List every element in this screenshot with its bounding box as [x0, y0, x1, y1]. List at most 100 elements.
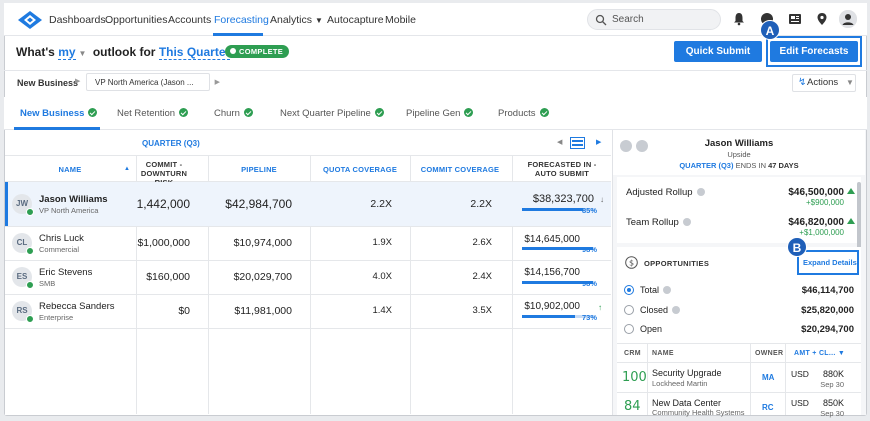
close-icon[interactable]	[620, 140, 632, 152]
arrow-up-icon	[847, 188, 855, 194]
chevron-down-icon[interactable]: ▼	[846, 78, 854, 87]
rep-name[interactable]: Rebecca Sanders	[39, 301, 115, 312]
deals-header-crm[interactable]: CRM	[624, 350, 641, 357]
open-radio[interactable]	[624, 324, 634, 334]
nav-active-indicator	[213, 33, 263, 36]
deal-name[interactable]: Security Upgrade	[652, 368, 722, 378]
team-rollup-value[interactable]: $46,820,000	[788, 217, 844, 228]
commit-value[interactable]: $0	[178, 305, 190, 317]
forecast-progress-fill	[522, 247, 593, 250]
edit-forecasts-button[interactable]: Edit Forecasts	[770, 41, 858, 62]
column-header-name[interactable]: NAME	[58, 165, 82, 174]
chevron-left-icon[interactable]: ◀	[557, 139, 563, 146]
deal-name[interactable]: New Data Center	[652, 398, 722, 408]
news-icon[interactable]	[788, 12, 802, 26]
crm-score: 100	[622, 370, 647, 385]
deal-owner[interactable]: RC	[762, 403, 774, 412]
chevron-right-icon[interactable]: ▶	[596, 139, 602, 146]
deal-owner[interactable]: MA	[762, 373, 775, 382]
forecast-progress-bar	[522, 315, 594, 318]
panel-scrollbar[interactable]	[857, 182, 861, 252]
nav-opportunities[interactable]: Opportunities	[105, 14, 168, 26]
arrow-up-icon: ↑	[598, 303, 602, 312]
column-layout-icon[interactable]	[570, 137, 585, 149]
tab-churn[interactable]: Churn	[214, 108, 253, 119]
column-header-quota-coverage[interactable]: QUOTA COVERAGE	[322, 165, 398, 174]
tab-new-business[interactable]: New Business	[20, 108, 98, 119]
tab-pipeline-gen[interactable]: Pipeline Gen	[406, 108, 474, 119]
dollar-icon: $	[625, 256, 638, 269]
actions-menu[interactable]: ↯ Actions	[792, 74, 856, 92]
adjusted-rollup-label: Adjusted Rollup	[626, 187, 705, 198]
nav-mobile[interactable]: Mobile	[385, 14, 416, 26]
expand-details-link[interactable]: Expand Details	[803, 258, 857, 267]
commit-value[interactable]: $160,000	[146, 271, 190, 283]
deals-header-owner[interactable]: OWNER	[755, 350, 784, 357]
divider	[785, 343, 786, 415]
forecast-progress-bar	[522, 247, 594, 250]
avatar-initials: ES	[16, 272, 28, 281]
nav-accounts[interactable]: Accounts	[168, 14, 212, 26]
panel-rep-category: Upside	[727, 150, 751, 159]
table-row-selected[interactable]	[5, 182, 611, 226]
expand-icon[interactable]	[636, 140, 648, 152]
forecast-progress-fill	[522, 315, 575, 318]
closed-radio[interactable]	[624, 305, 634, 315]
divider	[617, 392, 861, 393]
nav-dashboards[interactable]: Dashboards	[49, 14, 106, 26]
pipeline-value[interactable]: $20,029,700	[233, 271, 292, 283]
team-filter-dropdown[interactable]: VP North America (Jason ... ▶	[86, 73, 220, 91]
tab-products[interactable]: Products	[498, 108, 549, 119]
total-radio[interactable]	[624, 285, 634, 295]
avatar: CL	[12, 233, 34, 255]
avatar-initials: JW	[16, 199, 28, 208]
pipeline-value[interactable]: $10,974,000	[233, 237, 292, 249]
panel-ends-in: ENDS IN	[735, 161, 766, 170]
deals-header-name[interactable]: NAME	[652, 350, 674, 357]
forecast-value[interactable]: $38,323,700	[532, 193, 594, 205]
sort-ascending-icon[interactable]: ▲	[124, 166, 130, 172]
column-header-commit-coverage[interactable]: COMMIT COVERAGE	[420, 165, 500, 174]
filter-bar	[4, 70, 867, 96]
title-prefix: What's	[16, 45, 55, 59]
bell-icon[interactable]	[732, 12, 746, 26]
user-avatar-icon[interactable]	[839, 10, 857, 28]
closed-value: $25,820,000	[801, 305, 854, 316]
rep-name[interactable]: Eric Stevens	[39, 267, 93, 278]
callout-highlight-a	[766, 36, 862, 67]
check-circle-icon	[88, 108, 98, 117]
check-circle-icon	[26, 247, 34, 255]
pipeline-value[interactable]: $11,981,000	[234, 305, 292, 317]
column-header-pipeline[interactable]: PIPELINE	[241, 165, 277, 174]
avatar-initials: CL	[16, 238, 28, 247]
commit-value[interactable]: $1,000,000	[137, 237, 190, 249]
forecast-percent: 73%	[582, 313, 598, 322]
deals-header-amount[interactable]: AMT + CL... ▼	[794, 350, 845, 357]
team-rollup-delta: +$1,000,000	[799, 228, 844, 237]
rep-name[interactable]: Chris Luck	[39, 233, 84, 244]
rep-name[interactable]: Jason Williams	[39, 194, 108, 205]
forecast-value[interactable]: $10,902,000	[524, 301, 580, 312]
period-selector[interactable]: This Quarter	[158, 45, 231, 60]
divider	[617, 362, 861, 363]
location-icon[interactable]	[815, 12, 829, 26]
forecast-value[interactable]: $14,645,000	[524, 234, 580, 245]
forecast-progress-bar	[522, 208, 594, 211]
adjusted-rollup-value[interactable]: $46,500,000	[788, 187, 844, 198]
search-input[interactable]: Search	[587, 9, 721, 30]
team-rollup-text: Team Rollup	[626, 217, 679, 228]
owner-selector[interactable]: my	[58, 45, 76, 60]
filter-label: New Business	[17, 78, 79, 88]
commit-value[interactable]: 1,442,000	[136, 197, 190, 211]
nav-autocapture[interactable]: Autocapture	[327, 14, 384, 26]
nav-analytics[interactable]: Analytics ▼	[270, 14, 323, 26]
tab-net-retention[interactable]: Net Retention	[117, 108, 189, 119]
arrow-down-icon: ↓	[600, 195, 604, 204]
forecast-value[interactable]: $14,156,700	[524, 267, 580, 278]
tab-next-quarter-pipeline[interactable]: Next Quarter Pipeline	[280, 108, 384, 119]
nav-forecasting[interactable]: Forecasting	[214, 14, 269, 26]
pipeline-value[interactable]: $42,984,700	[225, 197, 292, 211]
divider	[136, 155, 137, 414]
column-header-forecast[interactable]: FORECASTED IN - AUTO SUBMIT	[527, 160, 597, 178]
quick-submit-button[interactable]: Quick Submit	[674, 41, 762, 62]
